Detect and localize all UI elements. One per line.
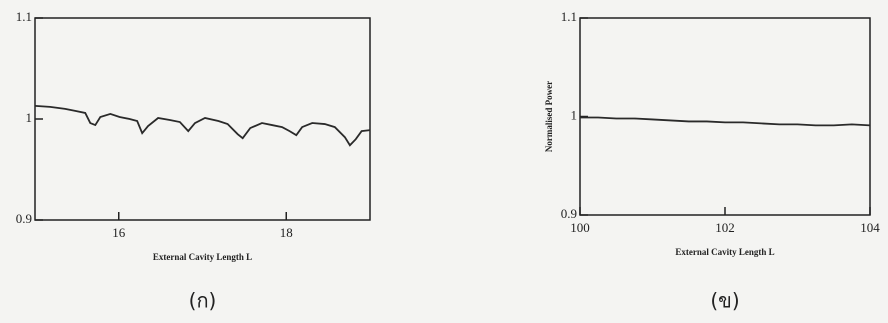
caption: (ก)	[189, 289, 217, 313]
data-line	[35, 106, 370, 145]
y-axis-label: Normalised Power	[544, 81, 554, 152]
x-tick-label: 100	[570, 220, 590, 235]
figure: 0.9 1 1.1 16 18 External Cavity Length L (ก) 0.…	[0, 0, 888, 323]
x-tick-label: 104	[860, 220, 880, 235]
plot-frame	[580, 18, 870, 215]
y-tick-label: 1.1	[16, 9, 32, 24]
caption: (ข)	[710, 289, 739, 313]
x-tick-label: 16	[112, 225, 126, 240]
page: 0.9 1 1.1 16 18 External Cavity Length L (ก) 0.…	[0, 0, 888, 323]
y-tick-label: 1.1	[561, 9, 577, 24]
x-tick-label: 18	[280, 225, 293, 240]
y-tick-label: 0.9	[16, 211, 32, 226]
data-line	[580, 117, 870, 125]
x-axis-label: External Cavity Length L	[675, 247, 774, 257]
y-tick-label: 0.9	[561, 206, 577, 221]
x-axis-label: External Cavity Length L	[153, 252, 252, 262]
x-tick-label: 102	[715, 220, 735, 235]
y-tick-label: 1	[26, 110, 33, 125]
y-tick-label: 1	[571, 107, 578, 122]
